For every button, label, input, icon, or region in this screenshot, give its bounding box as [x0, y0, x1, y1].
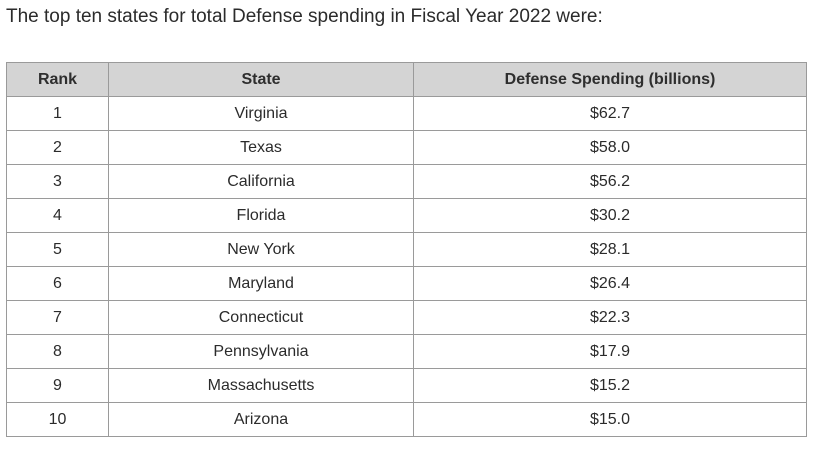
- table-row: 8 Pennsylvania $17.9: [6, 334, 807, 369]
- defense-spending-table: Rank State Defense Spending (billions) 1…: [6, 62, 807, 437]
- spending-cell: $15.0: [413, 402, 807, 437]
- rank-cell: 2: [6, 130, 109, 165]
- header-state: State: [108, 62, 414, 97]
- state-cell: Virginia: [108, 96, 414, 131]
- spending-cell: $58.0: [413, 130, 807, 165]
- table-row: 3 California $56.2: [6, 164, 807, 199]
- rank-cell: 10: [6, 402, 109, 437]
- header-rank: Rank: [6, 62, 109, 97]
- table-row: 9 Massachusetts $15.2: [6, 368, 807, 403]
- rank-cell: 7: [6, 300, 109, 335]
- rank-cell: 9: [6, 368, 109, 403]
- state-cell: Massachusetts: [108, 368, 414, 403]
- spending-cell: $22.3: [413, 300, 807, 335]
- rank-cell: 5: [6, 232, 109, 267]
- state-cell: Pennsylvania: [108, 334, 414, 369]
- state-cell: California: [108, 164, 414, 199]
- state-cell: Connecticut: [108, 300, 414, 335]
- spending-cell: $26.4: [413, 266, 807, 301]
- spending-cell: $28.1: [413, 232, 807, 267]
- state-cell: New York: [108, 232, 414, 267]
- header-spending: Defense Spending (billions): [413, 62, 807, 97]
- table-row: 5 New York $28.1: [6, 232, 807, 267]
- rank-cell: 8: [6, 334, 109, 369]
- spending-cell: $17.9: [413, 334, 807, 369]
- table-header-row: Rank State Defense Spending (billions): [6, 62, 807, 97]
- rank-cell: 4: [6, 198, 109, 233]
- table-row: 6 Maryland $26.4: [6, 266, 807, 301]
- table-row: 10 Arizona $15.0: [6, 402, 807, 437]
- state-cell: Texas: [108, 130, 414, 165]
- state-cell: Arizona: [108, 402, 414, 437]
- rank-cell: 6: [6, 266, 109, 301]
- table-row: 7 Connecticut $22.3: [6, 300, 807, 335]
- rank-cell: 1: [6, 96, 109, 131]
- intro-text: The top ten states for total Defense spe…: [6, 6, 603, 27]
- table-row: 4 Florida $30.2: [6, 198, 807, 233]
- state-cell: Maryland: [108, 266, 414, 301]
- spending-cell: $15.2: [413, 368, 807, 403]
- table-row: 2 Texas $58.0: [6, 130, 807, 165]
- rank-cell: 3: [6, 164, 109, 199]
- spending-cell: $62.7: [413, 96, 807, 131]
- table-row: 1 Virginia $62.7: [6, 96, 807, 131]
- spending-cell: $56.2: [413, 164, 807, 199]
- spending-cell: $30.2: [413, 198, 807, 233]
- state-cell: Florida: [108, 198, 414, 233]
